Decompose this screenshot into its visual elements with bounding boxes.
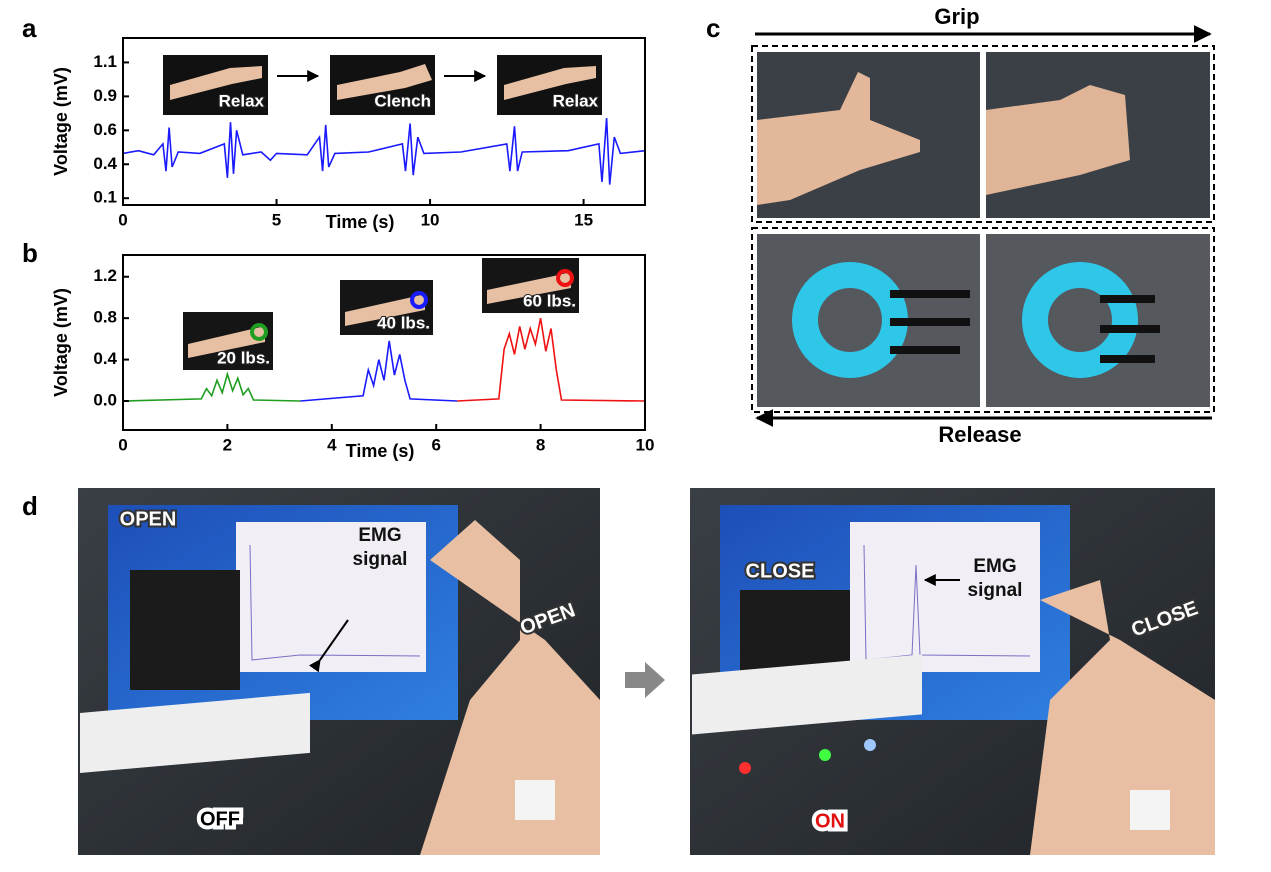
data-line: [300, 340, 458, 402]
data-line: [122, 118, 646, 185]
x-tick-label: 8: [536, 435, 545, 454]
y-tick-label: 0.8: [93, 308, 117, 327]
inset-label: Relax: [553, 91, 599, 110]
panel-label: b: [22, 238, 38, 268]
breadboard: [692, 654, 922, 735]
led: [819, 749, 831, 761]
grip-ring: [410, 291, 428, 309]
finger: [890, 290, 970, 298]
panel-label: d: [22, 491, 38, 521]
switch-label: OFF: [200, 808, 240, 830]
photo: [986, 234, 1210, 407]
emg-label: signal: [353, 549, 408, 570]
x-tick-label: 0: [118, 435, 127, 454]
electrode: [515, 780, 555, 820]
x-tick-label: 5: [272, 210, 281, 229]
finger: [890, 318, 970, 326]
y-axis-label: Voltage (mV): [51, 288, 71, 397]
emg-label: EMG: [358, 525, 401, 546]
x-tick-label: 6: [431, 435, 440, 454]
robot-label: OPEN: [120, 508, 177, 530]
panel-label: a: [22, 13, 37, 43]
inset-photos: [163, 55, 602, 115]
arm-shape: [170, 66, 262, 100]
inset-label: Relax: [219, 91, 265, 110]
arm: [420, 520, 600, 855]
arm-shape: [487, 272, 571, 304]
led: [739, 762, 751, 774]
finger: [1100, 295, 1155, 303]
finger: [1100, 355, 1155, 363]
y-tick-label: 1.2: [93, 266, 117, 285]
hand-fist: [986, 85, 1130, 195]
grip-ring: [556, 269, 574, 287]
arm: [1030, 580, 1215, 855]
panel-d: [78, 488, 1215, 855]
inset-label: 60 lbs.: [523, 291, 576, 310]
y-tick-label: 0.4: [93, 154, 117, 173]
x-axis-label: Time (s): [346, 441, 415, 461]
panel-c: [751, 25, 1215, 427]
emg-window: [236, 522, 426, 672]
x-tick-label: 15: [574, 210, 593, 229]
x-tick-label: 10: [636, 435, 655, 454]
hand-open: [757, 72, 920, 205]
dashed-box: [751, 45, 1215, 223]
arm-shape: [504, 66, 596, 100]
robot-hand: [130, 570, 240, 690]
grip-ring: [250, 323, 268, 341]
x-tick-label: 4: [327, 435, 337, 454]
ring: [1022, 262, 1138, 378]
arm-shape: [337, 64, 432, 100]
arrow: [625, 662, 665, 698]
inset-label: 20 lbs.: [217, 348, 270, 367]
emg-label: EMG: [973, 556, 1016, 577]
y-tick-label: 0.9: [93, 86, 117, 105]
panel-label: c: [706, 13, 720, 43]
finger: [1100, 325, 1160, 333]
inset-label: Clench: [374, 91, 431, 110]
x-tick-label: 10: [421, 210, 440, 229]
y-tick-label: 0.6: [93, 120, 117, 139]
y-tick-label: 0.4: [93, 349, 117, 368]
arrow: [308, 619, 349, 673]
inset-label: 40 lbs.: [377, 313, 430, 332]
release-label: Release: [938, 422, 1021, 447]
arm-shape: [345, 294, 425, 326]
plot-frame: [122, 37, 646, 206]
data-line: [122, 371, 301, 402]
electrode: [1130, 790, 1170, 830]
grip-label: Grip: [934, 4, 979, 29]
x-axis-label: Time (s): [326, 212, 395, 232]
y-tick-label: 0.0: [93, 390, 117, 409]
data-line: [457, 318, 646, 402]
x-tick-label: 2: [223, 435, 232, 454]
led: [864, 739, 876, 751]
arm-shape: [188, 326, 265, 358]
emg-window: [850, 522, 1040, 672]
finger: [890, 346, 960, 354]
y-tick-label: 0.1: [93, 188, 117, 207]
y-axis-label: Voltage (mV): [51, 67, 71, 176]
emg-label: signal: [968, 580, 1023, 601]
trace: [249, 544, 421, 661]
dashed-box: [751, 227, 1215, 413]
switch-label: ON: [815, 810, 845, 832]
x-tick-label: 0: [118, 210, 127, 229]
trace: [863, 544, 1031, 661]
plot-frame: [122, 254, 646, 431]
breadboard: [80, 692, 310, 774]
y-tick-label: 1.1: [93, 52, 117, 71]
robot-label: CLOSE: [746, 560, 815, 582]
